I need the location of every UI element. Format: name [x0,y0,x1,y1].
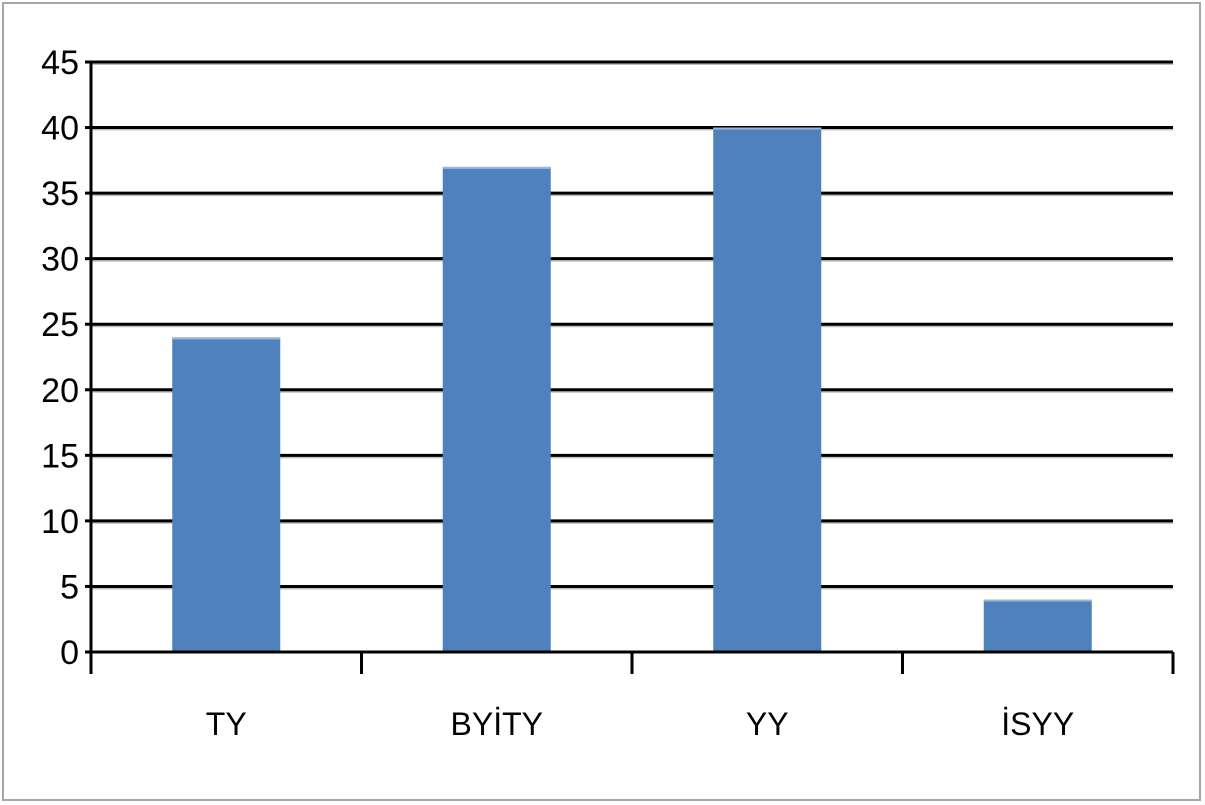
y-tick-label: 15 [41,437,79,475]
bars [172,127,1092,653]
y-tick-label: 25 [41,306,79,344]
bar [713,127,822,653]
x-axis-ticks: TY BYİTY YY İSYY [89,652,1175,742]
bar [172,337,281,652]
x-tick-label: YY [746,706,789,742]
y-tick-label: 30 [41,241,79,279]
x-tick-label: TY [206,706,247,742]
y-tick-label: 20 [41,372,79,410]
bar [983,599,1092,652]
y-tick-label: 10 [41,503,79,541]
x-tick-label: İSYY [1001,706,1074,742]
y-tick-label: 45 [41,44,79,82]
y-tick-label: 40 [41,110,79,148]
x-tick-label: BYİTY [451,706,543,742]
y-tick-label: 0 [60,634,79,672]
y-axis-ticks: 0 5 10 15 20 25 30 35 40 45 [41,44,91,672]
y-tick-label: 35 [41,175,79,213]
y-tick-label: 5 [60,568,79,606]
bar [442,166,551,652]
